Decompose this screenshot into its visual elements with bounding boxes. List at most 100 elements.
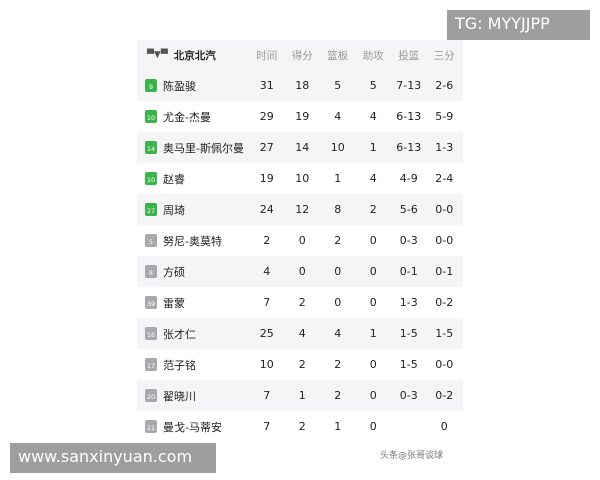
col-points[interactable]: 得分 bbox=[291, 49, 313, 62]
stat-rebounds: 0 bbox=[334, 296, 342, 309]
stat-minutes: 10 bbox=[259, 358, 274, 371]
stat-rebounds: 2 bbox=[334, 358, 342, 371]
stat-assists: 5 bbox=[369, 79, 377, 92]
stat-assists: 0 bbox=[369, 234, 377, 247]
team-name: 北京北汽 bbox=[173, 49, 216, 62]
stat-points: 10 bbox=[295, 172, 310, 185]
stat-points: 2 bbox=[298, 420, 306, 433]
stat-rebounds: 10 bbox=[330, 141, 345, 154]
stat-assists: 1 bbox=[369, 141, 377, 154]
jersey-icon: 8 bbox=[145, 265, 157, 278]
jersey-icon: 21 bbox=[145, 420, 157, 433]
stat-rebounds: 4 bbox=[334, 327, 342, 340]
player-cell: 9 陈盈骏 bbox=[137, 78, 249, 94]
jersey-icon: 17 bbox=[145, 358, 157, 371]
stat-fg: 1-5 bbox=[399, 327, 418, 340]
table-header: ▀▼▀ 北京北汽 时间 得分 篮板 助攻 投篮 三分 bbox=[137, 40, 463, 70]
stat-rebounds: 4 bbox=[334, 110, 342, 123]
stat-rebounds: 1 bbox=[334, 420, 342, 433]
stat-3pt: 0-0 bbox=[435, 234, 454, 247]
player-cell: 16 张才仁 bbox=[137, 326, 249, 342]
stat-minutes: 2 bbox=[263, 234, 271, 247]
stat-3pt: 1-5 bbox=[435, 327, 454, 340]
stat-fg: 6-13 bbox=[396, 110, 422, 123]
stat-assists: 0 bbox=[369, 358, 377, 371]
stat-points: 4 bbox=[298, 327, 306, 340]
player-row[interactable]: 10 赵睿 19 10 1 4 4-9 2-4 bbox=[137, 163, 463, 194]
player-row[interactable]: 17 范子铭 10 2 2 0 1-5 0-0 bbox=[137, 349, 463, 380]
stat-minutes: 24 bbox=[259, 203, 274, 216]
col-3pt[interactable]: 三分 bbox=[433, 49, 455, 62]
stat-fg: 1-3 bbox=[399, 296, 418, 309]
stat-rebounds: 8 bbox=[334, 203, 342, 216]
stat-points: 19 bbox=[295, 110, 310, 123]
stat-points: 1 bbox=[298, 389, 306, 402]
stat-minutes: 7 bbox=[263, 296, 271, 309]
stat-minutes: 25 bbox=[259, 327, 274, 340]
col-fg[interactable]: 投篮 bbox=[398, 49, 420, 62]
stat-rebounds: 0 bbox=[334, 265, 342, 278]
player-cell: 39 雷蒙 bbox=[137, 295, 249, 311]
stat-points: 18 bbox=[295, 79, 310, 92]
player-name[interactable]: 赵睿 bbox=[163, 172, 185, 186]
stat-3pt: 5-9 bbox=[435, 110, 454, 123]
player-row[interactable]: 20 翟晓川 7 1 2 0 0-3 0-2 bbox=[137, 380, 463, 411]
player-row[interactable]: 8 方硕 4 0 0 0 0-1 0-1 bbox=[137, 256, 463, 287]
stat-fg: 4-9 bbox=[399, 172, 418, 185]
jersey-icon: 16 bbox=[145, 327, 157, 340]
stat-minutes: 7 bbox=[263, 420, 271, 433]
player-cell: 8 方硕 bbox=[137, 264, 249, 280]
stat-3pt: 0-1 bbox=[435, 265, 454, 278]
stat-minutes: 4 bbox=[263, 265, 271, 278]
stat-3pt: 1-3 bbox=[435, 141, 454, 154]
player-row[interactable]: 5 努尼-奥莫特 2 0 2 0 0-3 0-0 bbox=[137, 225, 463, 256]
stat-fg: 1-5 bbox=[399, 358, 418, 371]
player-row[interactable]: 10 尤金-杰曼 29 19 4 4 6-13 5-9 bbox=[137, 101, 463, 132]
stat-3pt: 2-6 bbox=[435, 79, 454, 92]
stat-minutes: 19 bbox=[259, 172, 274, 185]
stat-points: 0 bbox=[298, 234, 306, 247]
player-row[interactable]: 16 张才仁 25 4 4 1 1-5 1-5 bbox=[137, 318, 463, 349]
player-row[interactable]: 21 曼戈-马蒂安 7 2 1 0 0 bbox=[137, 411, 463, 442]
player-name[interactable]: 方硕 bbox=[163, 265, 185, 279]
player-name[interactable]: 尤金-杰曼 bbox=[163, 110, 211, 124]
col-assists[interactable]: 助攻 bbox=[362, 49, 384, 62]
col-minutes[interactable]: 时间 bbox=[256, 49, 278, 62]
jersey-icon: 27 bbox=[145, 203, 157, 216]
stat-points: 2 bbox=[298, 358, 306, 371]
stat-minutes: 7 bbox=[263, 389, 271, 402]
player-cell: 10 赵睿 bbox=[137, 171, 249, 187]
stat-3pt: 2-4 bbox=[435, 172, 454, 185]
player-name[interactable]: 张才仁 bbox=[163, 327, 196, 341]
stat-points: 12 bbox=[295, 203, 310, 216]
stat-rebounds: 5 bbox=[334, 79, 342, 92]
stat-assists: 0 bbox=[369, 265, 377, 278]
stat-assists: 0 bbox=[369, 420, 377, 433]
player-row[interactable]: 27 周琦 24 12 8 2 5-6 0-0 bbox=[137, 194, 463, 225]
jersey-icon: 10 bbox=[145, 172, 157, 185]
player-name[interactable]: 翟晓川 bbox=[163, 389, 196, 403]
stat-minutes: 31 bbox=[259, 79, 274, 92]
jersey-icon: 10 bbox=[145, 110, 157, 123]
stat-fg: 7-13 bbox=[396, 79, 422, 92]
stat-fg: 0-3 bbox=[399, 234, 418, 247]
player-cell: 17 范子铭 bbox=[137, 357, 249, 373]
player-name[interactable]: 曼戈-马蒂安 bbox=[163, 420, 222, 434]
player-row[interactable]: 9 陈盈骏 31 18 5 5 7-13 2-6 bbox=[137, 70, 463, 101]
player-name[interactable]: 奥马里-斯佩尔曼 bbox=[163, 141, 244, 155]
stat-3pt: 0-0 bbox=[435, 203, 454, 216]
player-cell: 14 奥马里-斯佩尔曼 bbox=[137, 140, 249, 156]
player-cell: 21 曼戈-马蒂安 bbox=[137, 419, 249, 435]
player-cell: 5 努尼-奥莫特 bbox=[137, 233, 249, 249]
player-name[interactable]: 范子铭 bbox=[163, 358, 196, 372]
player-name[interactable]: 雷蒙 bbox=[163, 296, 185, 310]
col-rebounds[interactable]: 篮板 bbox=[327, 49, 349, 62]
stat-fg: 0-3 bbox=[399, 389, 418, 402]
player-name[interactable]: 努尼-奥莫特 bbox=[163, 234, 222, 248]
stat-assists: 0 bbox=[369, 296, 377, 309]
player-name[interactable]: 陈盈骏 bbox=[163, 79, 196, 93]
player-row[interactable]: 14 奥马里-斯佩尔曼 27 14 10 1 6-13 1-3 bbox=[137, 132, 463, 163]
stat-minutes: 29 bbox=[259, 110, 274, 123]
player-row[interactable]: 39 雷蒙 7 2 0 0 1-3 0-2 bbox=[137, 287, 463, 318]
player-name[interactable]: 周琦 bbox=[163, 203, 185, 217]
